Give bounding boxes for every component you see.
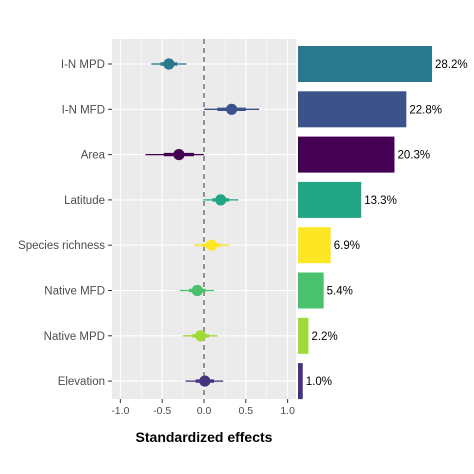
bar-value-label: 13.3% [364, 195, 397, 207]
estimate-point [205, 239, 218, 251]
x-tick-label: -1.0 [111, 405, 129, 417]
x-axis-title: Standardized effects [136, 429, 273, 445]
category-label: Native MFD [44, 286, 105, 298]
coef-row [203, 194, 239, 206]
estimate-point [199, 375, 211, 387]
estimate-point [191, 284, 203, 297]
x-tick-label: 0.0 [197, 405, 212, 417]
bar-value-label: 2.2% [311, 331, 337, 343]
bar-row: 13.3% [298, 181, 397, 218]
x-tick-label: -0.5 [153, 405, 171, 417]
category-label: Native MPD [44, 331, 105, 343]
category-label: Species richness [18, 240, 105, 252]
coef-row [179, 284, 215, 297]
category-label: Elevation [58, 376, 105, 388]
bar-row: 5.4% [298, 272, 353, 309]
importance-bar [298, 227, 331, 264]
coefficient-plot [145, 58, 260, 387]
importance-bar [298, 181, 362, 218]
bar-value-label: 6.9% [334, 240, 360, 252]
coef-row [151, 58, 187, 70]
estimate-point [226, 103, 238, 115]
estimate-point [163, 58, 175, 70]
importance-bar [298, 317, 309, 354]
coef-row [204, 103, 260, 115]
bar-row: 1.0% [298, 363, 332, 400]
x-tick-label: 0.5 [239, 405, 254, 417]
estimate-point [195, 330, 207, 342]
bar-value-label: 1.0% [306, 376, 332, 388]
category-label: I-N MFD [62, 104, 105, 116]
importance-bar [298, 272, 324, 309]
bar-value-label: 20.3% [397, 150, 430, 162]
estimate-point [173, 149, 185, 161]
importance-bar [298, 136, 395, 173]
bar-row: 20.3% [298, 136, 430, 173]
bar-row: 28.2% [298, 46, 468, 82]
category-label: I-N MPD [61, 59, 105, 71]
x-axis: -1.0 -0.5 0.0 0.5 1.0 [111, 399, 295, 417]
coef-row [185, 375, 224, 387]
bar-value-label: 22.8% [409, 104, 442, 116]
importance-bar-chart: 28.2% 22.8% 20.3% 13.3% 6.9% 5.4% 2.2% 1.0% [298, 46, 468, 400]
bar-value-label: 5.4% [327, 286, 353, 298]
category-label: Latitude [64, 195, 105, 207]
importance-bar [298, 46, 432, 82]
category-label: Area [81, 150, 106, 162]
coef-row [145, 149, 204, 161]
x-tick-label: 1.0 [280, 405, 295, 417]
importance-bar [298, 363, 303, 400]
bar-row: 2.2% [298, 317, 338, 354]
coef-row [183, 330, 218, 342]
bar-value-label: 28.2% [435, 59, 468, 71]
importance-bar [298, 91, 407, 128]
coef-row [193, 239, 230, 251]
estimate-point [215, 194, 227, 206]
bar-row: 6.9% [298, 227, 360, 264]
category-labels: I-N MPD I-N MFD Area Latitude Species richne… [18, 59, 112, 388]
bar-row: 22.8% [298, 91, 442, 128]
